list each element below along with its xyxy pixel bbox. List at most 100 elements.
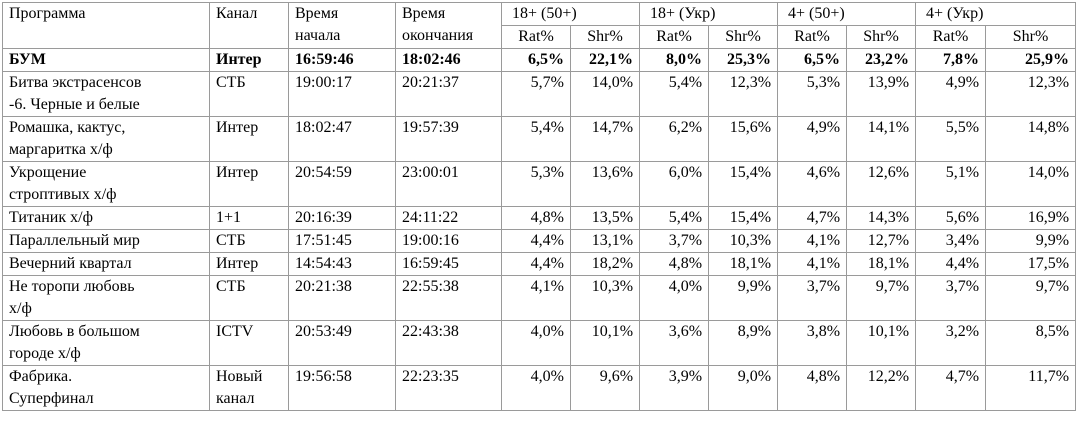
table-cell: 12,3%: [708, 71, 779, 117]
table-cell: Титаник х/ф: [2, 206, 210, 230]
table-cell: 23:00:01: [395, 161, 502, 207]
table-cell: 10,1%: [846, 320, 917, 366]
table-cell: 4,8%: [777, 365, 848, 411]
table-cell: 22:43:38: [395, 320, 502, 366]
table-cell: 4,1%: [501, 275, 571, 321]
table-cell: 6,5%: [501, 48, 571, 72]
subheader: Rat%: [501, 25, 571, 49]
table-cell: 4,4%: [501, 252, 571, 276]
table-cell: 20:21:38: [288, 275, 396, 321]
table-cell: 5,4%: [501, 116, 571, 162]
table-cell: 5,4%: [639, 71, 710, 117]
table-cell: 3,6%: [639, 320, 710, 366]
table-cell: 16,9%: [985, 206, 1076, 230]
table-cell: 18:02:46: [395, 48, 502, 72]
subheader: Rat%: [915, 25, 987, 49]
table-cell: 9,9%: [985, 229, 1076, 253]
table-cell: 4,7%: [915, 365, 987, 411]
table-cell: Укрощение строптивых х/ф: [2, 161, 210, 207]
table-row: Титаник х/ф 1+1 20:16:39 24:11:22 4,8% 13,5% 5…: [2, 206, 1076, 230]
table-cell: 6,2%: [639, 116, 710, 162]
table-cell: Ромашка, кактус, маргаритка х/ф: [2, 116, 210, 162]
table-cell: Не торопи любовь х/ф: [2, 275, 210, 321]
table-cell: 6,0%: [639, 161, 710, 207]
table-cell: Фабрика. Суперфинал: [2, 365, 210, 411]
group-header: 4+ (Укр): [915, 2, 1076, 26]
table-cell: 16:59:45: [395, 252, 502, 276]
table-cell: 10,3%: [708, 229, 779, 253]
table-cell: Интер: [209, 48, 289, 72]
table-cell: 19:56:58: [288, 365, 396, 411]
group-header: 4+ (50+): [777, 2, 917, 26]
table-cell: Интер: [209, 161, 289, 207]
table-cell: 4,9%: [777, 116, 848, 162]
table-cell: 4,4%: [501, 229, 571, 253]
table-cell: 19:00:17: [288, 71, 396, 117]
table-cell: 14,3%: [846, 206, 917, 230]
subheader: Shr%: [846, 25, 917, 49]
table-cell: 5,3%: [501, 161, 571, 207]
table-cell: 4,9%: [915, 71, 987, 117]
table-cell: 10,3%: [569, 275, 641, 321]
table-cell: 4,6%: [777, 161, 848, 207]
table-cell: 9,7%: [846, 275, 917, 321]
table-container: Программа Канал Время начала Время окончани…: [2, 2, 1076, 411]
table-cell: 4,1%: [777, 252, 848, 276]
table-cell: 15,6%: [708, 116, 779, 162]
column-header: Программа: [2, 2, 210, 49]
table-cell: СТБ: [209, 71, 289, 117]
table-cell: 20:54:59: [288, 161, 396, 207]
table-cell: Битва экстрасенсов -6. Черные и белые: [2, 71, 210, 117]
table-cell: Вечерний квартал: [2, 252, 210, 276]
table-row: Параллельный мир СТБ 17:51:45 19:00:16 4,4% 1…: [2, 229, 1076, 253]
table-row: Вечерний квартал Интер 14:54:43 16:59:45 4,4…: [2, 252, 1076, 276]
table-cell: 22:55:38: [395, 275, 502, 321]
table-cell: 19:00:16: [395, 229, 502, 253]
table-cell: 19:57:39: [395, 116, 502, 162]
table-row: Ромашка, кактус, маргаритка х/ф Интер 18:0…: [2, 116, 1076, 162]
table-cell: 25,9%: [985, 48, 1076, 72]
table-cell: 5,5%: [915, 116, 987, 162]
table-cell: ICTV: [209, 320, 289, 366]
table-cell: 4,0%: [639, 275, 710, 321]
table-cell: 13,1%: [569, 229, 641, 253]
table-cell: 14,0%: [985, 161, 1076, 207]
table-cell: 12,2%: [846, 365, 917, 411]
header-row: Программа Канал Время начала Время окончани…: [2, 2, 1076, 49]
table-cell: 4,1%: [777, 229, 848, 253]
table-cell: 4,8%: [639, 252, 710, 276]
table-row: Любовь в большом городе х/ф ICTV 20:53:49 2…: [2, 320, 1076, 366]
column-header: Канал: [209, 2, 289, 49]
table-cell: 17,5%: [985, 252, 1076, 276]
table-cell: 9,6%: [569, 365, 641, 411]
table-body: БУМ Интер 16:59:46 18:02:46 6,5% 22,1% 8,0% 25,…: [2, 48, 1076, 411]
table-row: Фабрика. Суперфинал Новый канал 19:56:58 22…: [2, 365, 1076, 411]
table-cell: 24:11:22: [395, 206, 502, 230]
table-cell: Любовь в большом городе х/ф: [2, 320, 210, 366]
subheader: Rat%: [777, 25, 848, 49]
table-cell: 11,7%: [985, 365, 1076, 411]
table-cell: СТБ: [209, 229, 289, 253]
table-cell: 14,1%: [846, 116, 917, 162]
table-cell: 13,9%: [846, 71, 917, 117]
table-cell: 15,4%: [708, 161, 779, 207]
table-cell: 3,7%: [639, 229, 710, 253]
table-cell: 14,8%: [985, 116, 1076, 162]
table-cell: СТБ: [209, 275, 289, 321]
table-cell: Параллельный мир: [2, 229, 210, 253]
table-cell: 18,1%: [846, 252, 917, 276]
ratings-table: Программа Канал Время начала Время окончани…: [2, 2, 1076, 411]
table-cell: 8,9%: [708, 320, 779, 366]
table-cell: 16:59:46: [288, 48, 396, 72]
table-cell: 17:51:45: [288, 229, 396, 253]
table-cell: 3,8%: [777, 320, 848, 366]
table-cell: 13,5%: [569, 206, 641, 230]
table-cell: 4,0%: [501, 365, 571, 411]
subheader: Shr%: [985, 25, 1076, 49]
table-cell: 5,4%: [639, 206, 710, 230]
table-cell: 22,1%: [569, 48, 641, 72]
table-row: Укрощение строптивых х/ф Интер 20:54:59 23:…: [2, 161, 1076, 207]
table-cell: 12,6%: [846, 161, 917, 207]
table-cell: 6,5%: [777, 48, 848, 72]
